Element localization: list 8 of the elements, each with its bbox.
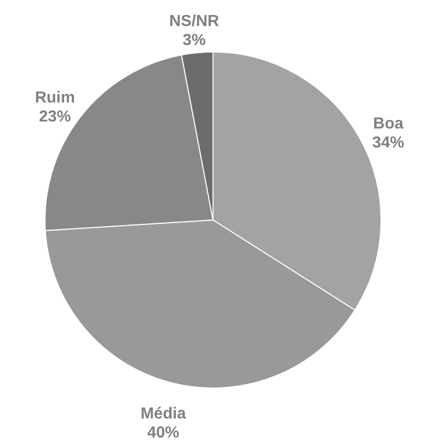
slice-label: Ruim bbox=[34, 89, 75, 106]
data-label: 23% bbox=[38, 108, 71, 126]
data-label: 34% bbox=[372, 134, 404, 152]
slice-label: Boa bbox=[373, 116, 404, 133]
data-label: 3% bbox=[182, 32, 206, 49]
slice-label: NS/NR bbox=[169, 12, 220, 30]
data-label: 40% bbox=[147, 424, 180, 441]
slice-label: Média bbox=[140, 406, 186, 423]
